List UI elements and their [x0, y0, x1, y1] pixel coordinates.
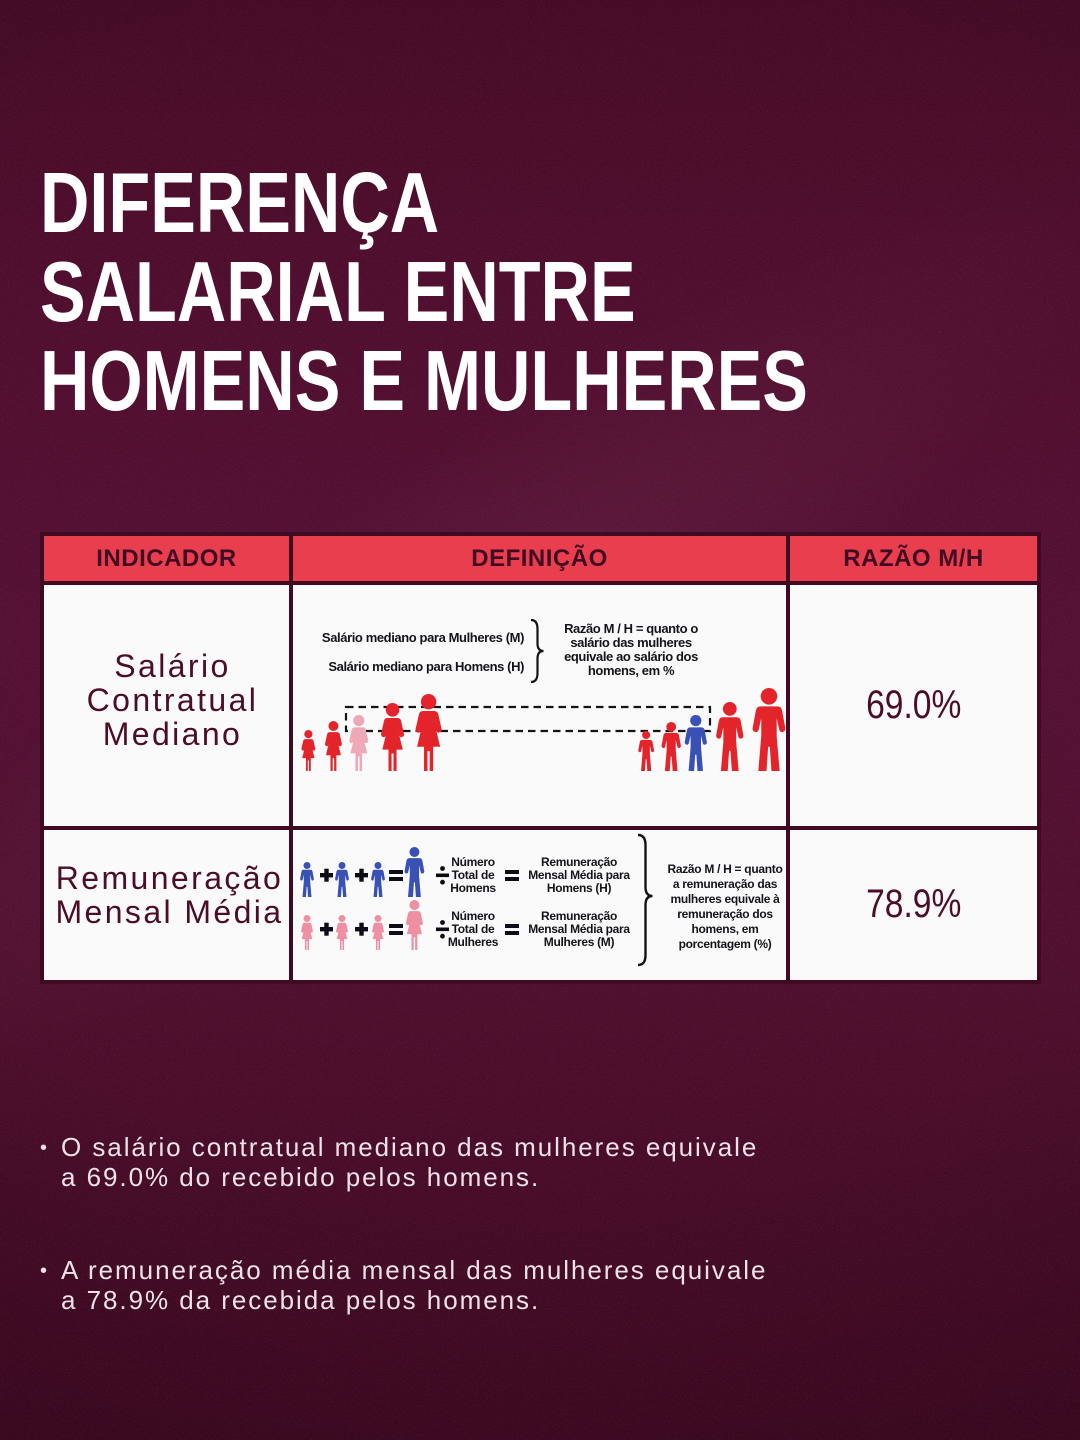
- svg-text:Total de: Total de: [452, 868, 495, 882]
- svg-text:Razão M / H = quanto o: Razão M / H = quanto o: [564, 621, 698, 636]
- svg-text:Mensal Média para: Mensal Média para: [528, 922, 630, 936]
- svg-text:Homens (H): Homens (H): [547, 881, 612, 895]
- svg-text:Número: Número: [451, 855, 495, 869]
- svg-text:mulheres equivale à: mulheres equivale à: [670, 892, 780, 906]
- svg-text:a remuneração das: a remuneração das: [673, 877, 778, 891]
- svg-text:Mensal Média para: Mensal Média para: [528, 868, 630, 882]
- svg-text:Salário mediano para Homens (H: Salário mediano para Homens (H): [328, 659, 524, 674]
- svg-text:Número: Número: [451, 909, 495, 923]
- svg-text:equivale ao salário dos: equivale ao salário dos: [564, 649, 698, 664]
- svg-text:Mulheres: Mulheres: [448, 935, 499, 949]
- svg-text:porcentagem (%): porcentagem (%): [679, 937, 772, 951]
- svg-text:homens, em: homens, em: [691, 922, 758, 936]
- svg-text:Salário mediano para Mulheres: Salário mediano para Mulheres (M): [322, 630, 524, 645]
- svg-text:Mulheres (M): Mulheres (M): [544, 935, 615, 949]
- svg-text:salário das mulheres: salário das mulheres: [570, 635, 692, 650]
- svg-text:Remuneração: Remuneração: [541, 909, 617, 923]
- svg-text:remuneração dos: remuneração dos: [677, 907, 773, 921]
- svg-text:Homens: Homens: [450, 881, 496, 895]
- svg-text:Remuneração: Remuneração: [541, 855, 617, 869]
- svg-text:homens, em %: homens, em %: [588, 663, 675, 678]
- svg-text:Razão M / H = quanto: Razão M / H = quanto: [667, 862, 782, 876]
- svg-text:Total de: Total de: [452, 922, 495, 936]
